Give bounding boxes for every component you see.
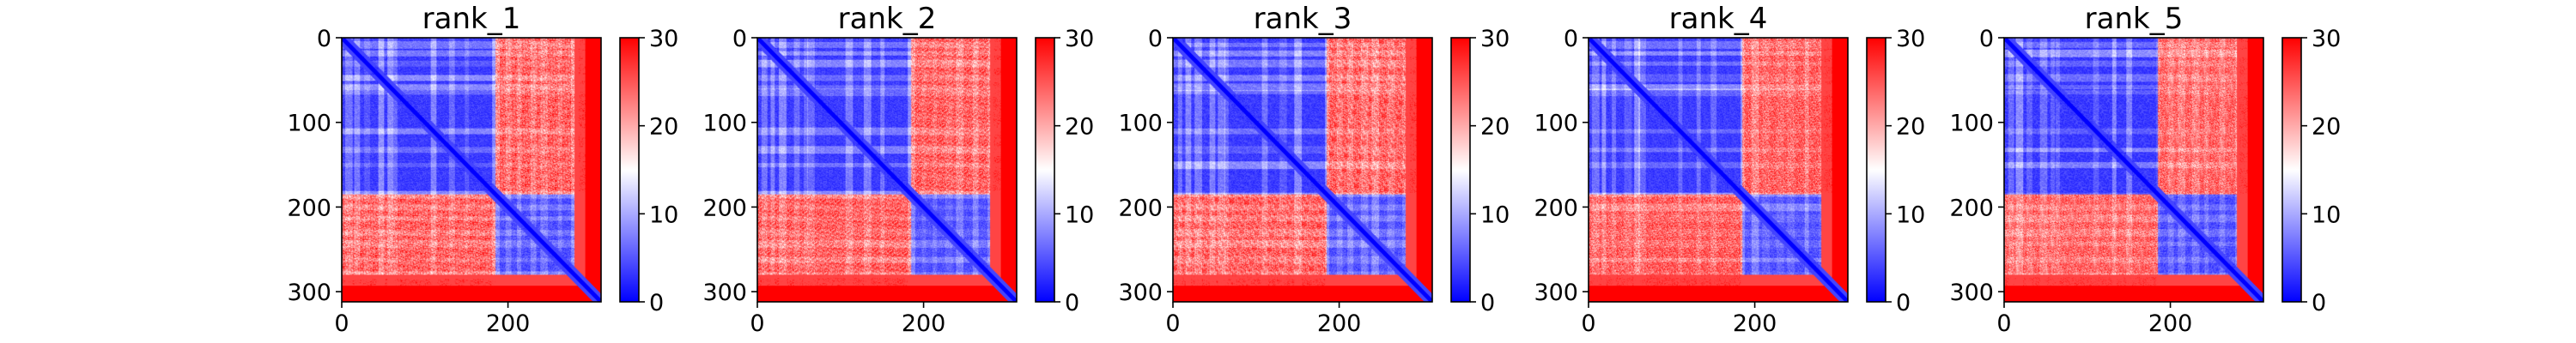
colorbar-tick-label: 0	[1065, 290, 1079, 316]
colorbar-frame	[619, 37, 640, 303]
colorbar	[2282, 38, 2301, 302]
x-tick-label: 0	[750, 310, 764, 337]
panel-title: rank_4	[1669, 2, 1768, 36]
colorbar-tick-label: 30	[1480, 26, 1510, 52]
colorbar-tick-label: 20	[1896, 114, 1925, 141]
y-tick-label: 0	[1148, 26, 1163, 52]
x-tick-label: 0	[1581, 310, 1595, 337]
axes-frame	[756, 37, 1018, 303]
panel-title: rank_2	[838, 2, 937, 36]
heatmap-image	[1589, 38, 1848, 302]
y-tick-label: 100	[702, 111, 747, 137]
colorbar-tick-label: 30	[1896, 26, 1925, 52]
x-tick-label: 200	[902, 310, 946, 337]
x-tick-label: 200	[486, 310, 531, 337]
y-tick-label: 300	[1949, 280, 1994, 306]
colorbar-frame	[1450, 37, 1471, 303]
colorbar-tick-label: 0	[649, 290, 664, 316]
y-tick-label: 100	[1949, 111, 1994, 137]
colorbar-tick-label: 20	[1480, 114, 1510, 141]
y-tick-label: 200	[1949, 195, 1994, 221]
axes-frame	[1588, 37, 1849, 303]
colorbar-tick-label: 10	[1896, 202, 1925, 228]
colorbar-tick-label: 20	[2312, 114, 2341, 141]
colorbar-tick-label: 0	[1480, 290, 1495, 316]
colorbar	[1451, 38, 1470, 302]
y-tick-label: 0	[732, 26, 747, 52]
colorbar-frame	[1866, 37, 1886, 303]
colorbar-tick-label: 30	[1065, 26, 1094, 52]
axes-frame	[1172, 37, 1433, 303]
heatmap-image	[757, 38, 1017, 302]
x-tick-label: 200	[1317, 310, 1362, 337]
y-tick-label: 200	[1118, 195, 1163, 221]
x-tick-label: 0	[1996, 310, 2011, 337]
axes-frame	[2003, 37, 2264, 303]
colorbar-frame	[1035, 37, 1055, 303]
panel-title: rank_1	[422, 2, 521, 36]
colorbar-tick-label: 10	[1065, 202, 1094, 228]
colorbar-tick-label: 30	[2312, 26, 2341, 52]
y-tick-label: 200	[702, 195, 747, 221]
panel-title: rank_3	[1254, 2, 1352, 36]
colorbar-tick-label: 20	[649, 114, 678, 141]
y-tick-label: 100	[1118, 111, 1163, 137]
axes-frame	[341, 37, 602, 303]
y-tick-label: 200	[287, 195, 331, 221]
x-tick-label: 200	[1733, 310, 1777, 337]
colorbar-tick-label: 0	[1896, 290, 1911, 316]
y-tick-label: 300	[1118, 280, 1163, 306]
colorbar-tick-label: 0	[2312, 290, 2326, 316]
colorbar-tick-label: 20	[1065, 114, 1094, 141]
y-tick-label: 300	[287, 280, 331, 306]
y-tick-label: 300	[702, 280, 747, 306]
panel-title: rank_5	[2085, 2, 2184, 36]
y-tick-label: 100	[1534, 111, 1578, 137]
colorbar-tick-label: 10	[2312, 202, 2341, 228]
heatmap-image	[2004, 38, 2263, 302]
colorbar	[1867, 38, 1886, 302]
y-tick-label: 0	[317, 26, 331, 52]
y-tick-label: 0	[1564, 26, 1578, 52]
colorbar-tick-label: 30	[649, 26, 678, 52]
x-tick-label: 0	[334, 310, 349, 337]
heatmap-image	[342, 38, 601, 302]
colorbar-tick-label: 10	[649, 202, 678, 228]
x-tick-label: 200	[2148, 310, 2193, 337]
y-tick-label: 200	[1534, 195, 1578, 221]
colorbar-frame	[2281, 37, 2302, 303]
colorbar	[620, 38, 639, 302]
y-tick-label: 100	[287, 111, 331, 137]
heatmap-image	[1173, 38, 1432, 302]
colorbar	[1036, 38, 1054, 302]
x-tick-label: 0	[1165, 310, 1180, 337]
y-tick-label: 0	[1979, 26, 1994, 52]
y-tick-label: 300	[1534, 280, 1578, 306]
colorbar-tick-label: 10	[1480, 202, 1510, 228]
